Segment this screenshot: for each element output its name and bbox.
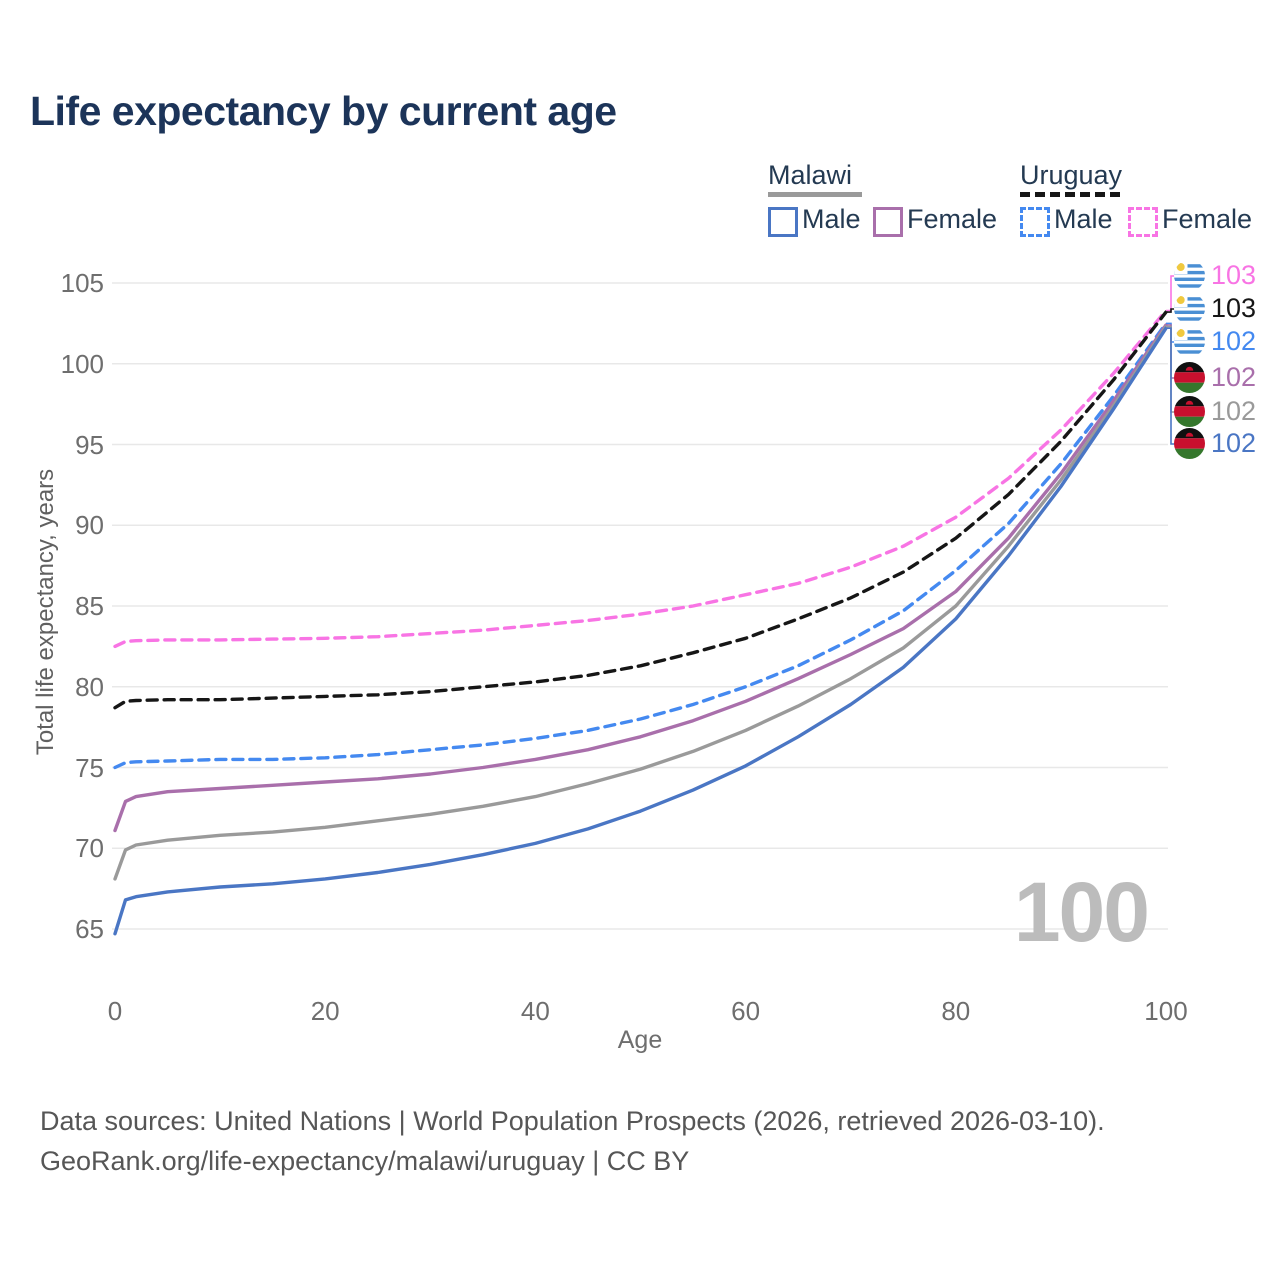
series-line-malawi[interactable] [113,324,1168,881]
series-line-uruguay-male[interactable] [113,321,1168,770]
y-tick-70: 70 [75,833,104,864]
legend-group-uruguay: Uruguay [1020,160,1123,190]
y-tick-75: 75 [75,752,104,783]
y-tick-105: 105 [60,268,104,298]
y-tick-90: 90 [75,510,104,541]
end-label-row-uruguay: 103 [1174,293,1256,324]
x-tick-80: 80 [941,996,971,1026]
legend-group-malawi: Malawi [768,160,853,190]
y-tick-80: 80 [75,671,104,702]
page-title: Life expectancy by current age [30,88,617,134]
end-value-uruguay-male: 102 [1211,326,1257,356]
x-tick-60: 60 [731,996,761,1026]
end-value-uruguay-female: 103 [1211,260,1257,290]
end-label-row-malawi: 102 [1174,396,1256,427]
end-label-row-malawi-male: 102 [1174,428,1256,459]
end-value-malawi: 102 [1211,396,1257,426]
end-value-uruguay: 103 [1211,293,1257,323]
series-line-malawi-male[interactable] [113,326,1168,936]
age-counter-watermark: 100 [1013,865,1150,959]
footer-attribution-link[interactable]: GeoRank.org/life-expectancy/malawi/urugu… [40,1146,690,1176]
series-line-uruguay[interactable] [113,310,1168,710]
legend-swatch-uruguay-male[interactable] [1020,207,1050,237]
legend-item-malawi-male[interactable]: Male [802,204,861,234]
x-tick-40: 40 [520,996,550,1026]
x-tick-0: 0 [107,996,123,1026]
malawi-flag-icon [1174,428,1205,459]
end-value-malawi-female: 102 [1211,362,1257,392]
malawi-flag-icon [1174,396,1205,427]
uruguay-flag-icon [1174,293,1205,324]
x-tick-100: 100 [1144,996,1188,1026]
end-label-row-malawi-female: 102 [1174,362,1256,393]
series-line-uruguay-female[interactable] [113,308,1168,649]
x-tick-20: 20 [310,996,340,1026]
legend-item-malawi-female[interactable]: Female [907,204,998,234]
end-value-malawi-male: 102 [1211,428,1257,458]
malawi-flag-icon [1174,362,1205,393]
y-tick-65: 65 [75,914,104,944]
legend-swatch-malawi-male[interactable] [768,207,798,237]
footer-data-sources: Data sources: United Nations | World Pop… [40,1106,1105,1136]
end-connector-malawi-male [1166,327,1176,445]
uruguay-flag-icon [1174,326,1205,357]
legend-underline-uruguay [1020,192,1120,197]
legend-item-uruguay-male[interactable]: Male [1054,204,1113,234]
end-connector-uruguay [1166,308,1176,313]
end-label-row-uruguay-female: 103 [1174,260,1256,291]
y-tick-85: 85 [75,591,104,621]
y-tick-95: 95 [75,429,104,460]
legend-swatch-uruguay-female[interactable] [1128,207,1158,237]
end-label-row-uruguay-male: 102 [1174,326,1256,357]
series-line-malawi-female[interactable] [113,323,1168,833]
legend-item-uruguay-female[interactable]: Female [1162,204,1253,234]
x-axis-title: Age [617,1026,663,1054]
legend-underline-malawi [768,192,862,197]
legend-swatch-malawi-female[interactable] [873,207,903,237]
y-axis-title: Total life expectancy, years [32,468,59,756]
uruguay-flag-icon [1174,260,1205,291]
y-tick-100: 100 [60,348,104,379]
end-connector-uruguay-female [1166,275,1176,312]
